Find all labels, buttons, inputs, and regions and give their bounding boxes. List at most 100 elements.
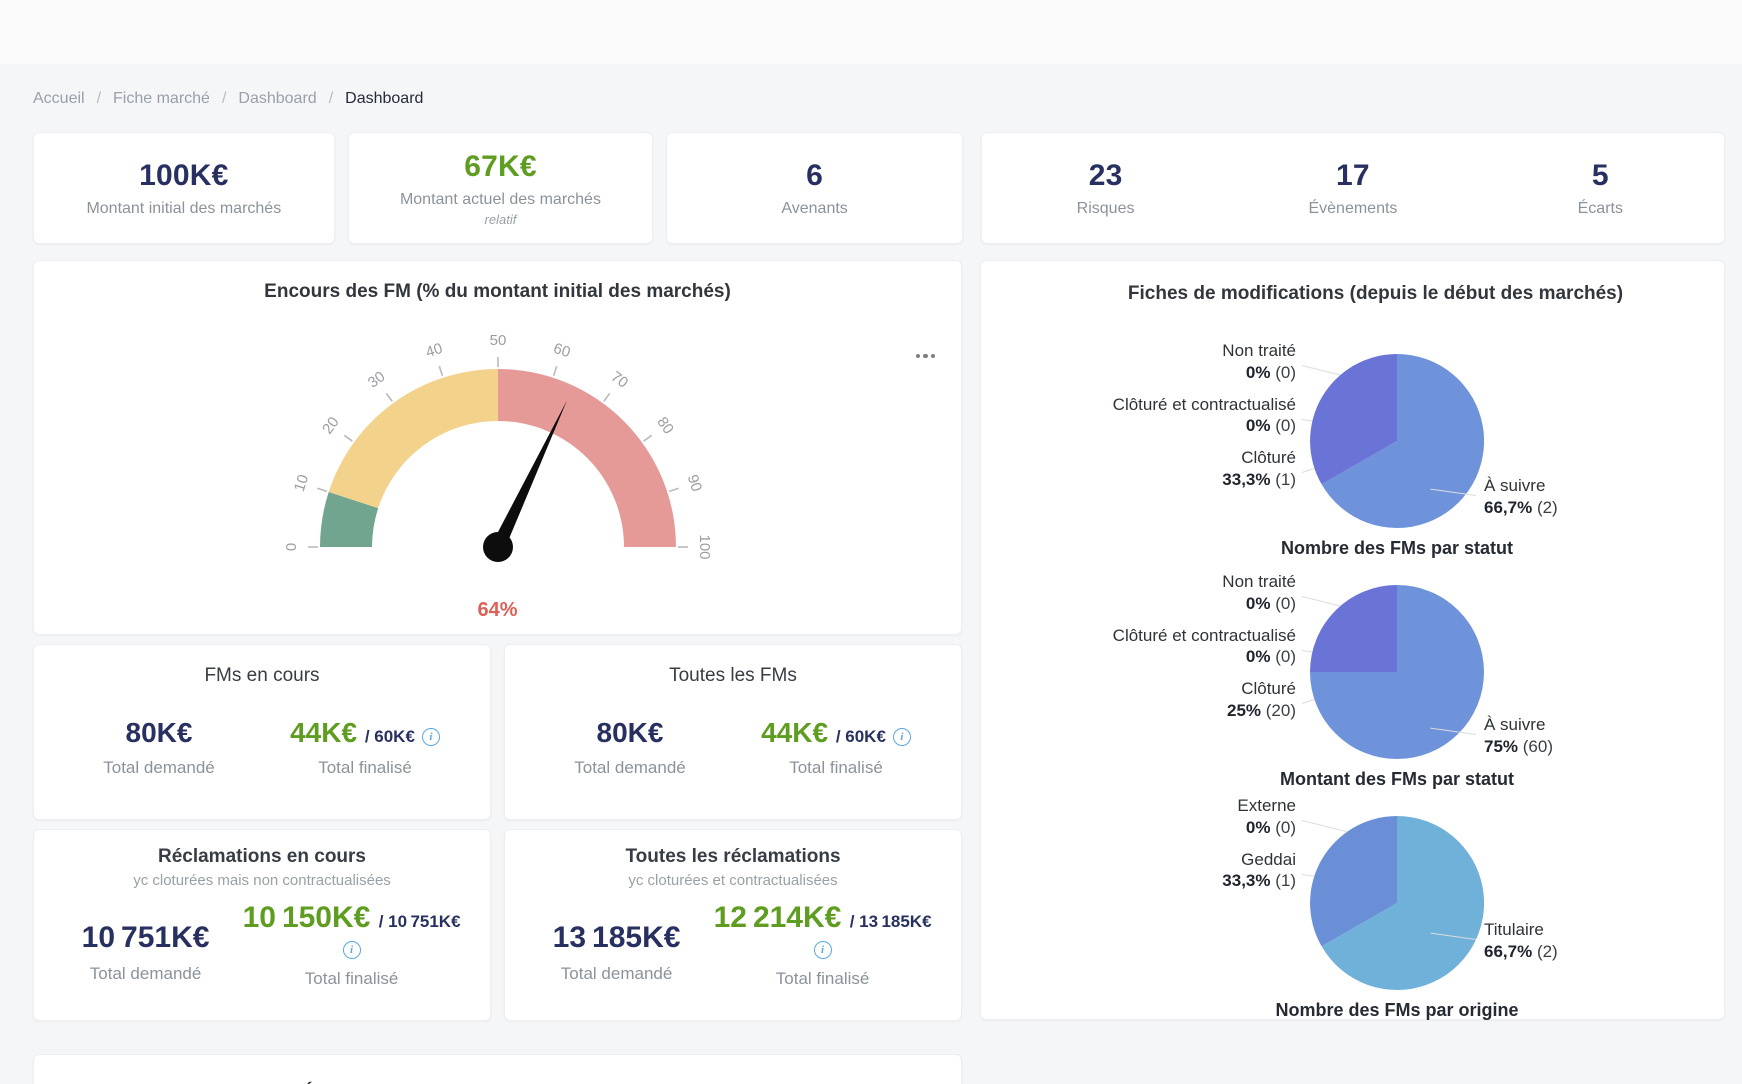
reclamations-en-cours-finalise-label: Total finalisé	[305, 969, 399, 989]
svg-text:50: 50	[489, 332, 506, 349]
gauge-value: 64%	[34, 599, 961, 622]
kpi-evenements: 17 Évènements	[1229, 159, 1476, 218]
kpi-avenants: 6 Avenants	[666, 132, 963, 244]
pie-label-pct: 0%	[1246, 363, 1271, 382]
pie-label-pct: 75%	[1484, 737, 1518, 756]
reclamations-en-cours-demande: 10 751K€ Total demandé	[56, 901, 235, 989]
main-content: Encours des FM (% du montant initial des…	[33, 260, 1725, 1084]
pie-label-geddai: Geddai 33,3% (1)	[1222, 849, 1296, 893]
pie-label-cloture: Clôturé 33,3% (1)	[1222, 447, 1296, 491]
pie-label-name: Titulaire	[1484, 919, 1558, 941]
modifications-panel: Fiches de modifications (depuis le début…	[980, 260, 1725, 1020]
fm-en-cours-finalise-label: Total finalisé	[318, 758, 412, 778]
kpi-risques: 23 Risques	[982, 159, 1229, 218]
pie-label-name: À suivre	[1484, 475, 1558, 497]
reclamations-en-cours-subtitle: yc cloturées mais non contractualisées	[56, 872, 468, 889]
svg-text:60: 60	[551, 340, 572, 361]
reclamations-toutes-subtitle: yc cloturées et contractualisées	[527, 872, 939, 889]
reclamations-toutes-demande-label: Total demandé	[561, 964, 673, 984]
svg-text:100: 100	[696, 534, 713, 559]
fm-en-cours-finalise-of: / 60K€	[365, 727, 415, 746]
reclamations-toutes-finalise-amount: 12 214K€	[714, 901, 842, 934]
reclamations-en-cours-finalise-of: / 10 751K€	[379, 912, 461, 931]
fm-en-cours-title: FMs en cours	[56, 665, 468, 687]
breadcrumb-fiche-marche[interactable]: Fiche marché	[113, 90, 210, 108]
info-icon[interactable]: i	[893, 728, 911, 746]
fm-toutes-finalise: 44K€ / 60K€i Total finalisé	[733, 717, 939, 778]
more-options-icon[interactable]	[910, 343, 941, 369]
kpi-ecarts: 5 Écarts	[1477, 159, 1724, 218]
fm-toutes-title: Toutes les FMs	[527, 665, 939, 687]
info-icon[interactable]: i	[814, 941, 832, 959]
fm-toutes-finalise-of: / 60K€	[836, 727, 886, 746]
reclamations-toutes-finalise-value: 12 214K€ / 13 185K€	[714, 901, 932, 935]
kpi-risques-value: 23	[1089, 159, 1123, 193]
pie-label-count: (0)	[1275, 363, 1296, 382]
pie-label-cloture: Clôturé 25% (20)	[1227, 678, 1296, 722]
pie-caption: Montant des FMs par statut	[1280, 769, 1514, 790]
pie-label-name: Externe	[1237, 795, 1296, 817]
pie-label-a-suivre: À suivre 66,7% (2)	[1484, 475, 1558, 519]
kpi-ecarts-value: 5	[1592, 159, 1609, 193]
pie-montant-fms-statut: Non traité 0% (0) Clôturé et contractual…	[1001, 562, 1704, 759]
pie-label-count: (1)	[1275, 470, 1296, 489]
pie-label-pct: 33,3%	[1222, 470, 1270, 489]
pie-label-cloture-contractualise: Clôturé et contractualisé 0% (0)	[1113, 394, 1296, 438]
info-icon[interactable]: i	[343, 941, 361, 959]
pie-label-pct: 33,3%	[1222, 871, 1270, 890]
reclamations-toutes-title: Toutes les réclamations	[527, 846, 939, 868]
pie-caption: Nombre des FMs par origine	[1275, 1000, 1518, 1021]
pie-label-count: (1)	[1275, 871, 1296, 890]
pie-label-name: Clôturé	[1222, 447, 1296, 469]
fm-en-cours-finalise: 44K€ / 60K€ i Total finalisé	[262, 717, 468, 778]
pie-label-name: Geddai	[1222, 849, 1296, 871]
svg-text:30: 30	[364, 368, 387, 392]
gauge-title: Encours des FM (% du montant initial des…	[34, 281, 961, 303]
pie-label-a-suivre: À suivre 75% (60)	[1484, 714, 1553, 758]
pie-chart-svg	[1310, 816, 1484, 990]
pie-label-non-traite: Non traité 0% (0)	[1222, 340, 1296, 384]
breadcrumb-accueil[interactable]: Accueil	[33, 90, 85, 108]
kpi-montant-initial: 100K€ Montant initial des marchés	[33, 132, 335, 244]
fm-en-cours-finalise-value: 44K€ / 60K€ i	[290, 717, 440, 749]
pie-label-titulaire: Titulaire 66,7% (2)	[1484, 919, 1558, 963]
svg-text:0: 0	[282, 543, 299, 551]
kpi-risques-label: Risques	[1077, 200, 1135, 218]
modifications-panel-title: Fiches de modifications (depuis le début…	[1001, 283, 1704, 305]
fm-en-cours-finalise-amount: 44K€	[290, 717, 357, 748]
breadcrumb-separator: /	[222, 90, 226, 108]
reclamations-toutes-card: Toutes les réclamations yc cloturées et …	[504, 829, 962, 1021]
pie-nombre-fms-origine: Externe 0% (0) Geddai 33,3% (1) Titulair…	[1001, 793, 1704, 990]
breadcrumb-separator: /	[329, 90, 333, 108]
pie-label-count: (20)	[1266, 701, 1296, 720]
pie-label-non-traite: Non traité 0% (0)	[1222, 571, 1296, 615]
kpi-ecarts-label: Écarts	[1578, 200, 1623, 218]
reclamations-en-cours-demande-value: 10 751K€	[82, 921, 210, 955]
kpi-montant-actuel-label: Montant actuel des marchés	[400, 191, 601, 209]
info-icon[interactable]: i	[422, 728, 440, 746]
svg-text:20: 20	[319, 414, 343, 437]
fm-en-cours-card: FMs en cours 80K€ Total demandé 44K€ / 6…	[33, 644, 491, 820]
kpi-evenements-label: Évènements	[1308, 200, 1397, 218]
fm-en-cours-demande-label: Total demandé	[103, 758, 215, 778]
pie-label-count: (2)	[1537, 942, 1558, 961]
reclamations-toutes-demande: 13 185K€ Total demandé	[527, 901, 706, 989]
reclamations-en-cours-finalise: 10 150K€ / 10 751K€ i Total finalisé	[235, 901, 468, 989]
breadcrumb-dashboard[interactable]: Dashboard	[238, 90, 316, 108]
kpi-risques-evenements-ecarts: 23 Risques 17 Évènements 5 Écarts	[981, 132, 1725, 244]
pie-label-pct: 0%	[1246, 647, 1271, 666]
pie-label-count: (60)	[1523, 737, 1553, 756]
pie-label-pct: 0%	[1246, 416, 1271, 435]
svg-text:90: 90	[683, 473, 704, 494]
pie-label-count: (2)	[1537, 498, 1558, 517]
risk-portfolio-card: État du portefeuille de risques contract…	[33, 1054, 962, 1084]
reclamations-en-cours-card: Réclamations en cours yc cloturées mais …	[33, 829, 491, 1021]
fm-en-cours-demande-value: 80K€	[126, 717, 193, 749]
kpi-montant-actuel-value: 67K€	[464, 150, 537, 184]
svg-text:80: 80	[653, 414, 677, 437]
kpi-montant-initial-label: Montant initial des marchés	[86, 200, 281, 218]
fm-toutes-finalise-amount: 44K€	[761, 717, 828, 748]
kpi-montant-actuel-note: relatif	[485, 212, 517, 227]
pie-label-name: Non traité	[1222, 340, 1296, 362]
reclamations-en-cours-finalise-value: 10 150K€ / 10 751K€	[243, 901, 461, 935]
